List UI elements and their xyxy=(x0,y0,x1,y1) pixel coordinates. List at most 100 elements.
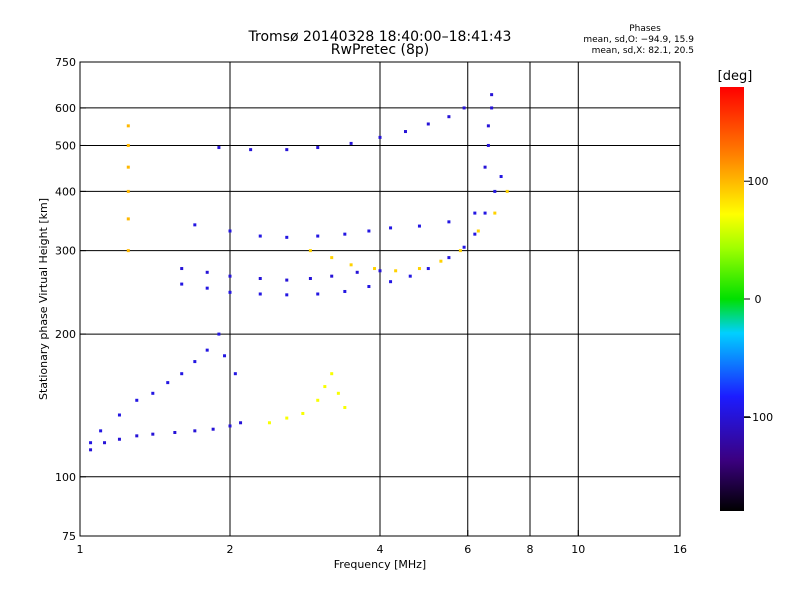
data-point xyxy=(258,277,262,281)
data-point xyxy=(308,277,312,281)
data-point xyxy=(205,270,209,274)
data-point xyxy=(135,434,139,438)
data-point xyxy=(355,270,359,274)
data-point xyxy=(117,413,121,417)
data-point xyxy=(173,430,177,434)
data-point xyxy=(389,226,393,230)
colorbar-tick-label: −100 xyxy=(743,411,773,424)
data-point xyxy=(316,234,320,238)
data-point xyxy=(180,267,184,271)
data-point xyxy=(267,421,271,425)
data-point xyxy=(493,211,497,215)
data-point xyxy=(389,280,393,284)
x-tick-label: 10 xyxy=(571,543,585,556)
data-point xyxy=(403,130,407,134)
data-point xyxy=(239,421,243,425)
data-point xyxy=(228,274,232,278)
data-point xyxy=(135,398,139,402)
chart-title: Tromsø 20140328 18:40:00–18:41:43 xyxy=(248,29,512,45)
data-point xyxy=(486,124,490,128)
data-point xyxy=(285,293,289,297)
data-point xyxy=(417,267,421,271)
colorbar-ticks: 100 0 −100 xyxy=(743,175,773,424)
data-points xyxy=(89,93,509,452)
data-point xyxy=(316,146,320,150)
data-point xyxy=(308,249,312,253)
data-point xyxy=(490,106,494,110)
data-point xyxy=(367,229,371,233)
data-point xyxy=(426,122,430,126)
data-point xyxy=(217,146,221,150)
data-point xyxy=(89,448,93,452)
data-point xyxy=(180,372,184,376)
data-point xyxy=(473,211,477,215)
data-point xyxy=(330,274,334,278)
data-point xyxy=(343,232,347,236)
data-point xyxy=(316,398,320,402)
data-point xyxy=(205,348,209,352)
y-tick-label: 75 xyxy=(62,530,76,543)
data-point xyxy=(151,432,155,436)
data-point xyxy=(499,175,503,179)
data-point xyxy=(205,286,209,290)
data-point xyxy=(336,391,340,395)
data-point xyxy=(378,135,382,139)
x-axis-label: Frequency [MHz] xyxy=(334,558,426,571)
data-point xyxy=(505,189,509,193)
data-point xyxy=(476,229,480,233)
data-point xyxy=(417,224,421,228)
data-point xyxy=(394,269,398,273)
data-point xyxy=(126,143,130,147)
data-point xyxy=(228,229,232,233)
data-point xyxy=(285,416,289,420)
data-point xyxy=(211,427,215,431)
data-point xyxy=(462,106,466,110)
data-point xyxy=(126,124,130,128)
data-point xyxy=(462,245,466,249)
data-point xyxy=(285,235,289,239)
data-point xyxy=(367,285,371,289)
x-tick-label: 1 xyxy=(77,543,84,556)
data-point xyxy=(486,143,490,147)
data-point xyxy=(473,232,477,236)
y-axis-label: Stationary phase Virtual Height [km] xyxy=(37,198,50,400)
data-point xyxy=(316,292,320,296)
colorbar-tick-label: 0 xyxy=(755,293,762,306)
data-point xyxy=(228,424,232,428)
data-point xyxy=(447,220,451,224)
stats-o: mean, sd,O: −94.9, 15.9 xyxy=(583,35,694,45)
data-point xyxy=(126,189,130,193)
data-point xyxy=(217,332,221,336)
data-point xyxy=(439,259,443,263)
data-point xyxy=(301,411,305,415)
x-tick-label: 2 xyxy=(227,543,234,556)
y-axis-ticks: 75 100 200 300 400 500 600 750 xyxy=(55,56,86,543)
y-tick-label: 300 xyxy=(55,245,76,258)
y-tick-label: 750 xyxy=(55,56,76,69)
grid xyxy=(80,62,680,536)
data-point xyxy=(193,429,197,433)
data-point xyxy=(249,148,253,152)
x-tick-label: 16 xyxy=(673,543,687,556)
data-point xyxy=(490,93,494,97)
data-point xyxy=(258,292,262,296)
data-point xyxy=(349,141,353,145)
data-point xyxy=(483,211,487,215)
data-point xyxy=(258,234,262,238)
data-point xyxy=(343,289,347,293)
y-tick-label: 500 xyxy=(55,139,76,152)
chart-subtitle: RwPretec (8p) xyxy=(331,42,429,58)
data-point xyxy=(373,267,377,271)
data-point xyxy=(493,189,497,193)
data-point xyxy=(103,441,107,445)
data-point xyxy=(193,223,197,227)
data-point xyxy=(330,256,334,260)
colorbar-tick-label: 100 xyxy=(748,175,769,188)
y-tick-label: 600 xyxy=(55,102,76,115)
data-point xyxy=(349,263,353,267)
data-point xyxy=(126,217,130,221)
data-point xyxy=(126,165,130,169)
data-point xyxy=(180,282,184,286)
data-point xyxy=(117,437,121,441)
data-point xyxy=(233,372,237,376)
